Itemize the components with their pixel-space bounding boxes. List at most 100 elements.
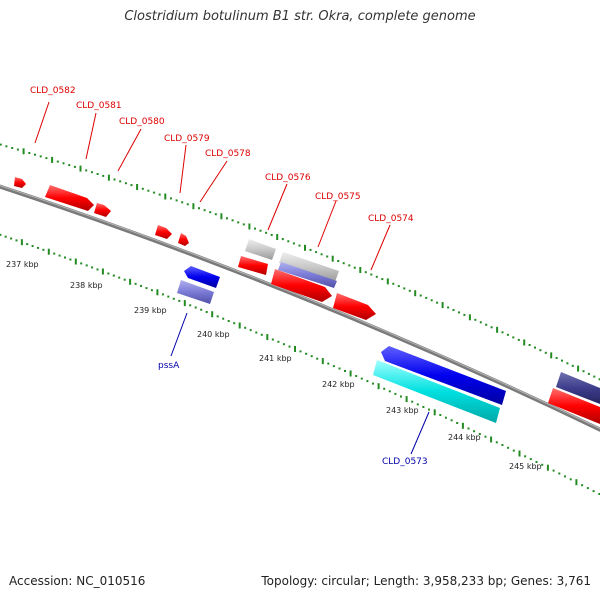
upper-tick [392, 282, 395, 285]
upper-tick [5, 145, 8, 148]
lower-tick [501, 444, 504, 446]
lower-tick [338, 367, 341, 370]
lower-tick [140, 284, 142, 287]
gene-navy-right[interactable] [556, 372, 600, 404]
scale-label-242: 242 kbp [322, 380, 355, 389]
lower-tick [564, 475, 566, 478]
upper-tick [458, 311, 460, 314]
upper-tick [265, 231, 268, 234]
gene-red-b[interactable] [333, 293, 376, 320]
upper-tick [452, 309, 455, 311]
gene-CLD_0573[interactable] [373, 360, 500, 423]
upper-tick [186, 203, 189, 206]
lower-tick [349, 370, 352, 377]
lower-tick [47, 248, 50, 255]
lower-tick [321, 358, 324, 365]
lower-tick [444, 416, 447, 419]
upper-tick [359, 267, 362, 273]
gene-lavender-0575[interactable] [278, 262, 337, 288]
lower-tick [238, 322, 241, 329]
upper-tick [56, 160, 59, 163]
lower-tick [101, 268, 104, 275]
gene-lavender-pssA[interactable] [177, 280, 214, 304]
upper-tick [331, 255, 334, 262]
scale-label-239: 239 kbp [134, 306, 167, 315]
leader-CLD_0578 [199, 160, 228, 203]
upper-tick [309, 248, 312, 251]
upper-tick [164, 193, 167, 200]
gene-CLD_0575[interactable] [279, 252, 339, 282]
upper-tick [11, 147, 14, 149]
lower-tick [592, 490, 595, 493]
upper-tick [534, 346, 536, 349]
lower-tick [581, 484, 584, 487]
upper-tick [214, 213, 217, 216]
upper-tick [147, 189, 150, 192]
upper-tick [517, 338, 520, 341]
lower-tick [541, 463, 544, 466]
label-pssA: pssA [158, 361, 180, 371]
gene-pssA[interactable] [184, 266, 220, 288]
lower-tick [85, 264, 88, 267]
upper-tick [276, 234, 279, 240]
lower-tick [439, 414, 442, 416]
lower-tick [200, 308, 203, 311]
lower-tick [118, 276, 121, 279]
lower-tick [484, 435, 487, 438]
leader-CLD_0576 [267, 183, 288, 231]
genome-stats-text: Topology: circular; Length: 3,958,233 bp… [261, 574, 591, 588]
lower-tick [524, 455, 527, 458]
upper-tick [490, 326, 493, 329]
upper-tick [141, 187, 144, 190]
label-CLD_0576: CLD_0576 [265, 173, 311, 183]
gene-CLD_0579[interactable] [155, 225, 172, 239]
gene-blue-0573[interactable] [381, 346, 506, 405]
lower-tick [64, 256, 66, 259]
upper-tick [102, 174, 105, 177]
lower-tick [388, 390, 391, 393]
upper-tick [181, 201, 184, 204]
gene-CLD_0582[interactable] [14, 177, 26, 188]
lower-tick [310, 355, 313, 358]
upper-tick [381, 278, 384, 281]
upper-tick [45, 157, 48, 160]
lower-tick [586, 487, 589, 490]
upper-tick [582, 370, 585, 373]
gene-CLD_0578[interactable] [178, 233, 189, 246]
upper-tick [425, 296, 428, 299]
gene-red-right[interactable] [548, 388, 600, 424]
upper-tick [479, 321, 482, 324]
lower-tick [294, 346, 296, 352]
lower-tick [299, 350, 302, 353]
lower-tick [150, 289, 153, 292]
gene-CLD_0576[interactable] [245, 239, 276, 260]
upper-tick [315, 251, 318, 254]
upper-tick [566, 362, 569, 365]
upper-tick [512, 336, 515, 339]
lower-tick [535, 461, 538, 463]
lower-tick [37, 246, 39, 249]
upper-tick [414, 290, 417, 297]
lower-tick [4, 235, 7, 238]
lower-tick [10, 237, 13, 240]
upper-tick [468, 314, 471, 321]
label-CLD_0582: CLD_0582 [30, 86, 76, 96]
lower-tick [74, 258, 77, 265]
upper-tick [337, 260, 340, 262]
lower-tick [422, 406, 425, 408]
gene-CLD_0580[interactable] [94, 203, 111, 217]
lower-tick [211, 311, 214, 318]
gene-red-a[interactable] [238, 256, 268, 275]
scale-label-245: 245 kbp [509, 462, 542, 471]
label-CLD_0580: CLD_0580 [119, 117, 165, 127]
gene-CLD_0581[interactable] [45, 185, 94, 211]
upper-tick [170, 197, 172, 200]
gene-CLD_0574[interactable] [271, 269, 332, 302]
lower-tick [178, 299, 181, 302]
upper-tick [39, 155, 42, 158]
upper-tick [408, 289, 411, 292]
upper-tick [287, 240, 290, 243]
label-CLD_0578: CLD_0578 [205, 149, 251, 159]
upper-tick [528, 344, 531, 346]
